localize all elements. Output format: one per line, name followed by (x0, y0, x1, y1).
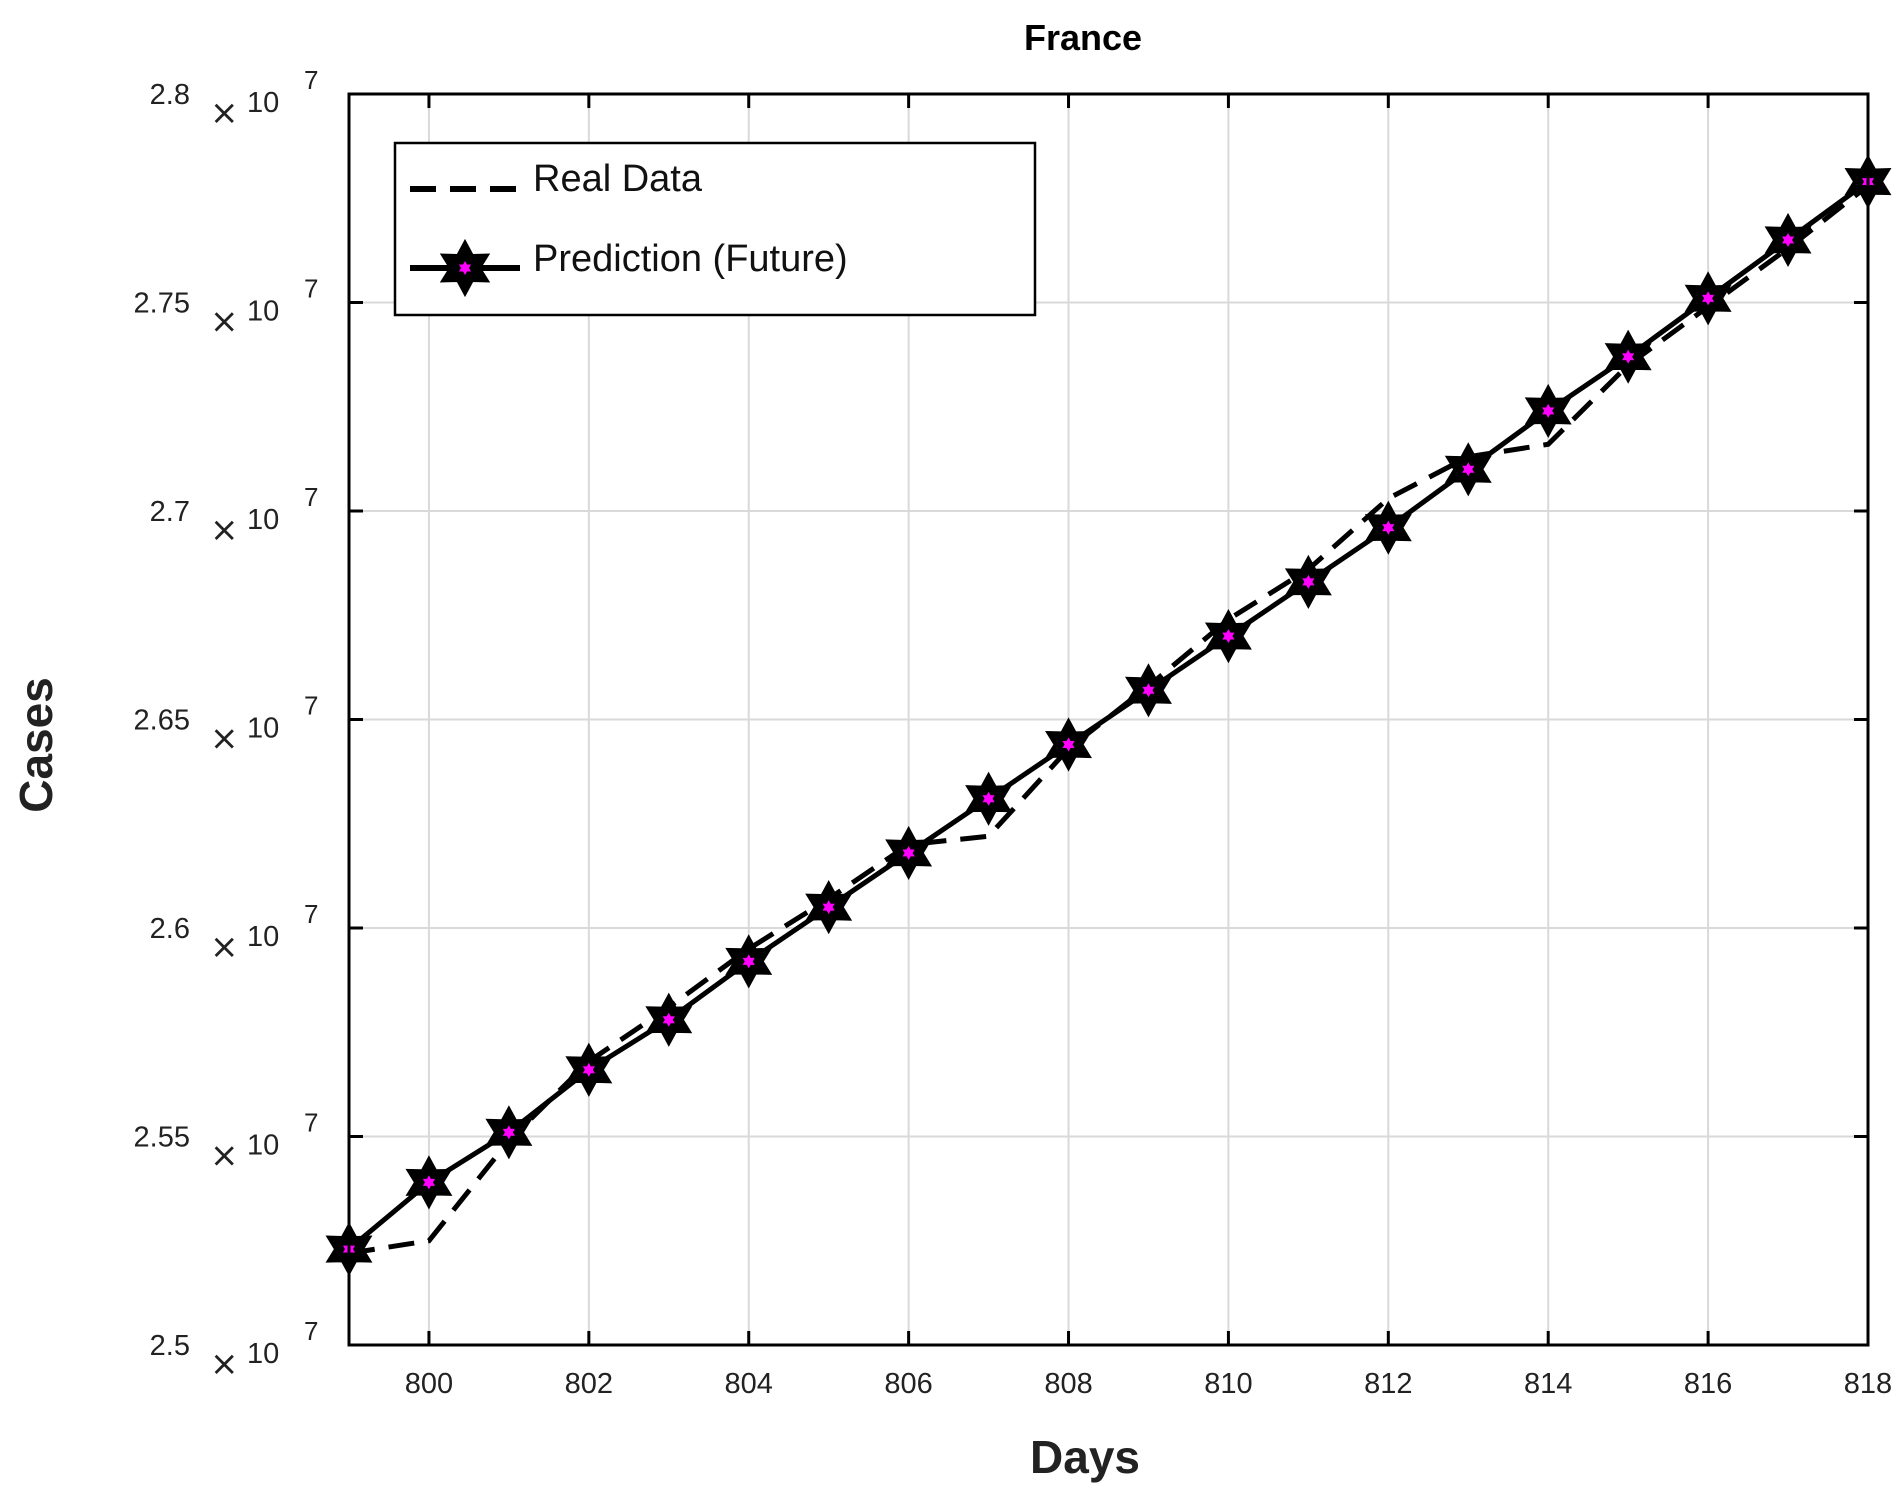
star-center (1622, 349, 1635, 364)
y-exponent-times: × (210, 93, 239, 133)
x-tick-label: 814 (1524, 1368, 1572, 1400)
y-tick-label: 2.6 (150, 913, 190, 945)
y-exponent-base: 10 (247, 296, 279, 328)
star-center (1542, 403, 1555, 418)
legend: Real Data Prediction (Future) (393, 141, 1037, 317)
prediction-point-marker (1604, 329, 1652, 384)
y-exponent-times: × (210, 719, 239, 759)
y-exponent-base: 10 (247, 504, 279, 536)
prediction-point-marker (485, 1105, 533, 1160)
y-exponent-base: 10 (247, 1338, 279, 1370)
star-center (1222, 629, 1235, 644)
prediction-point-marker (1125, 663, 1172, 718)
x-tick-label: 810 (1204, 1368, 1252, 1400)
star-center (822, 900, 835, 915)
y-exponent-base: 10 (247, 1130, 279, 1162)
y-exponent-power: 7 (304, 274, 318, 304)
star-center (502, 1125, 515, 1140)
prediction-point-marker (1444, 442, 1492, 497)
y-exponent-power: 7 (304, 1108, 318, 1138)
y-axis-label: Cases (10, 677, 62, 813)
prediction-point-marker (405, 1155, 453, 1210)
prediction-point-marker (1684, 271, 1732, 326)
star-center (458, 261, 472, 275)
star-center (1142, 683, 1155, 698)
x-tick-label: 806 (884, 1368, 932, 1400)
legend-star (439, 238, 491, 298)
y-tick-label: 2.7 (150, 496, 190, 528)
y-exponent-power: 7 (304, 1316, 318, 1346)
legend-box (393, 141, 1037, 317)
prediction-point-marker (645, 992, 693, 1047)
legend-label-prediction: Prediction (Future) (533, 238, 848, 280)
prediction-point-marker (1364, 500, 1412, 555)
star-center (1781, 232, 1795, 247)
x-axis-label: Days (1030, 1431, 1140, 1483)
y-tick-label: 2.75 (134, 288, 190, 320)
y-tick-label: 2.8 (150, 79, 190, 111)
series-line-real-data (348, 183, 1870, 1256)
star-center (742, 954, 755, 969)
x-tick-label: 812 (1364, 1368, 1412, 1400)
star-center (1462, 462, 1475, 477)
prediction-point-marker (1045, 717, 1092, 772)
prediction-point-marker (805, 880, 853, 935)
x-tick-label: 804 (725, 1368, 773, 1400)
legend-star-marker-icon (439, 238, 491, 298)
legend-label-real-data: Real Data (533, 158, 703, 200)
y-exponent-power: 7 (304, 65, 318, 95)
y-exponent-power: 7 (304, 899, 318, 929)
x-tick-label: 800 (405, 1368, 453, 1400)
prediction-point-marker (965, 771, 1013, 826)
x-tick-label: 818 (1844, 1368, 1892, 1400)
y-exponent-times: × (210, 1136, 239, 1176)
star-center (982, 791, 995, 806)
y-exponent-power: 7 (304, 482, 318, 512)
prediction-point-marker (885, 825, 933, 881)
y-exponent-times: × (210, 510, 239, 550)
y-tick-label: 2.65 (134, 705, 190, 737)
star-center (422, 1175, 436, 1190)
prediction-point-marker (1764, 212, 1812, 268)
prediction-point-marker (565, 1042, 613, 1097)
x-tick-label: 816 (1684, 1368, 1732, 1400)
y-exponent-base: 10 (247, 921, 279, 953)
y-exponent-times: × (210, 302, 239, 342)
y-tick-label: 2.55 (134, 1122, 190, 1154)
y-tick-label: 2.5 (150, 1330, 190, 1362)
y-exponent-base: 10 (247, 87, 279, 119)
y-exponent-times: × (210, 927, 239, 967)
y-exponent-base: 10 (247, 713, 279, 745)
chart-title: France (1024, 17, 1142, 58)
star-center (1702, 291, 1715, 306)
star-center (902, 845, 915, 860)
star-center (662, 1012, 675, 1027)
x-tick-label: 808 (1044, 1368, 1092, 1400)
prediction-point-marker (1284, 554, 1332, 609)
x-tick-label: 802 (565, 1368, 613, 1400)
star-center (1382, 520, 1395, 535)
star-center (1062, 737, 1075, 752)
prediction-point-marker (1204, 609, 1252, 664)
y-exponent-times: × (210, 1344, 239, 1384)
y-exponent-power: 7 (304, 691, 318, 721)
star-center (1302, 574, 1315, 589)
star-center (582, 1062, 595, 1077)
prediction-point-marker (1524, 383, 1572, 439)
prediction-point-marker (725, 934, 773, 989)
